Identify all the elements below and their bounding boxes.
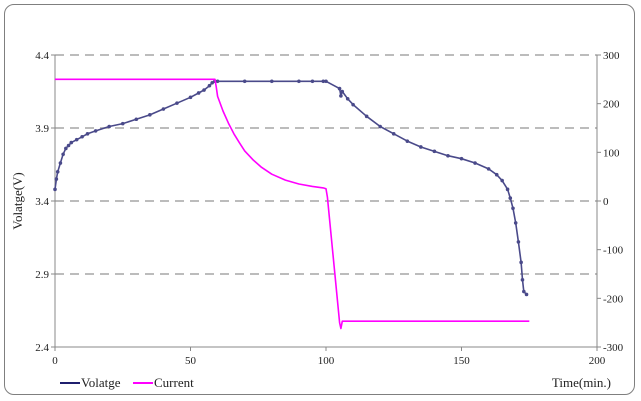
data-point-volatge	[405, 139, 410, 143]
data-point-volatge	[297, 79, 301, 84]
data-point-volatge	[161, 107, 166, 111]
data-point-volatge	[494, 172, 499, 177]
data-point-volatge	[202, 88, 206, 92]
data-point-volatge	[270, 79, 274, 84]
y-tick-label-left: 4.4	[35, 50, 49, 62]
data-point-volatge	[58, 161, 63, 165]
data-point-volatge	[500, 178, 504, 183]
data-point-volatge	[340, 89, 345, 94]
y2-tick-label: -200	[603, 293, 624, 305]
data-point-volatge	[519, 260, 523, 265]
data-point-volatge	[337, 86, 342, 91]
data-point-volatge	[215, 79, 220, 84]
legend-label-volatge: Volatge	[81, 375, 121, 390]
y2-tick-label: -100	[603, 245, 624, 257]
data-point-volatge	[93, 129, 98, 133]
data-point-volatge	[522, 289, 526, 294]
x-axis-label: Time(min.)	[552, 375, 611, 390]
data-point-volatge	[345, 97, 350, 101]
data-point-volatge	[486, 167, 491, 171]
grid-layer	[55, 54, 597, 275]
y-axis-label: Volatge(V)	[10, 172, 25, 230]
data-point-volatge	[419, 145, 423, 149]
chart-frame	[4, 4, 635, 395]
data-point-volatge	[196, 91, 201, 95]
data-point-volatge	[378, 124, 383, 129]
x-tick-label: 200	[589, 355, 606, 367]
data-point-volatge	[54, 177, 59, 181]
data-point-volatge	[61, 152, 65, 157]
data-point-volatge	[459, 156, 464, 161]
data-point-volatge	[53, 187, 57, 192]
data-point-volatge	[516, 240, 521, 244]
y2-tick-label: 300	[603, 50, 620, 62]
y2-tick-label: 0	[603, 196, 609, 208]
x-tick-label: 150	[453, 355, 470, 367]
data-point-volatge	[69, 140, 74, 145]
y-tick-label-left: 3.9	[35, 123, 49, 135]
data-point-volatge	[432, 149, 437, 154]
data-point-volatge	[210, 80, 214, 85]
data-point-volatge	[310, 79, 315, 84]
data-point-volatge	[207, 83, 212, 88]
data-point-volatge	[364, 114, 369, 119]
data-point-volatge	[148, 113, 152, 117]
data-point-volatge	[64, 146, 68, 151]
data-point-volatge	[446, 153, 450, 158]
x-tick-label: 50	[185, 355, 197, 367]
data-point-volatge	[107, 124, 111, 129]
ticks-layer: 2.4 2.9 3.4 3.9 4.4 -300 -200 -100 0 100 200 300 0 50…	[35, 50, 623, 367]
data-point-volatge	[66, 143, 71, 148]
data-point-volatge	[242, 79, 247, 84]
y-tick-label-left: 3.4	[35, 196, 49, 208]
y2-tick-label: -300	[603, 342, 624, 354]
data-point-volatge	[513, 221, 518, 225]
data-point-volatge	[134, 117, 139, 122]
data-point-volatge	[80, 134, 84, 139]
data-point-volatge	[55, 170, 60, 174]
y-tick-label-left: 2.4	[35, 342, 49, 354]
data-point-volatge	[188, 95, 193, 100]
legend-label-current: Current	[154, 375, 194, 390]
series-line-current	[55, 78, 530, 330]
y2-tick-label: 200	[603, 99, 620, 111]
data-point-volatge	[473, 161, 477, 165]
data-point-volatge	[85, 132, 90, 136]
data-point-volatge	[324, 79, 328, 84]
data-point-volatge	[520, 278, 525, 282]
x-tick-label: 100	[318, 355, 335, 367]
data-point-volatge	[321, 79, 326, 84]
data-point-volatge	[505, 187, 510, 192]
legend: Volatge Current	[60, 375, 194, 390]
data-point-volatge	[511, 206, 515, 211]
x-tick-label: 0	[52, 355, 58, 367]
data-point-volatge	[339, 94, 343, 98]
data-point-volatge	[524, 292, 529, 297]
data-point-volatge	[74, 137, 79, 142]
y-tick-label-left: 2.9	[35, 269, 49, 281]
series-layer	[53, 78, 530, 330]
series-line-volatge	[54, 80, 528, 295]
data-point-volatge	[120, 121, 125, 126]
data-point-volatge	[351, 102, 355, 107]
data-point-volatge	[175, 101, 179, 105]
y2-tick-label: 100	[603, 147, 620, 159]
data-point-volatge	[508, 196, 513, 200]
data-point-volatge	[391, 132, 396, 136]
